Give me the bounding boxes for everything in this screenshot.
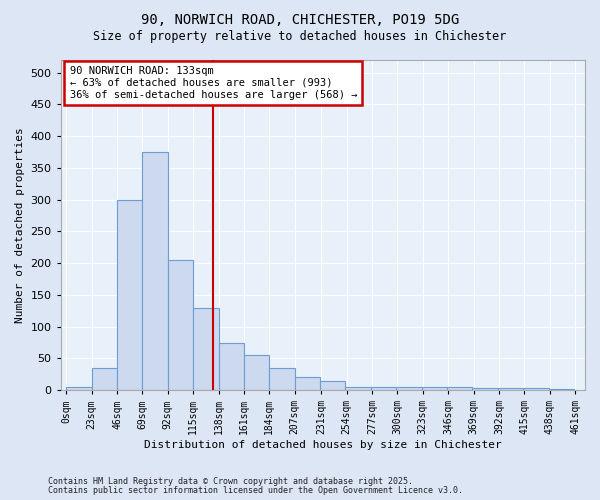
Bar — [295, 378, 320, 390]
Bar — [168, 260, 193, 390]
Bar — [320, 380, 346, 390]
Bar — [447, 387, 472, 390]
Bar — [66, 387, 92, 390]
Bar — [117, 200, 142, 390]
Bar — [422, 387, 447, 390]
Bar — [396, 387, 422, 390]
X-axis label: Distribution of detached houses by size in Chichester: Distribution of detached houses by size … — [144, 440, 502, 450]
Text: 90 NORWICH ROAD: 133sqm
← 63% of detached houses are smaller (993)
36% of semi-d: 90 NORWICH ROAD: 133sqm ← 63% of detache… — [70, 66, 357, 100]
Bar — [244, 355, 269, 390]
Text: Size of property relative to detached houses in Chichester: Size of property relative to detached ho… — [94, 30, 506, 43]
Bar — [346, 387, 371, 390]
Bar — [498, 388, 523, 390]
Text: Contains public sector information licensed under the Open Government Licence v3: Contains public sector information licen… — [48, 486, 463, 495]
Bar — [548, 389, 574, 390]
Bar — [472, 388, 498, 390]
Bar — [371, 387, 396, 390]
Bar — [269, 368, 295, 390]
Text: 90, NORWICH ROAD, CHICHESTER, PO19 5DG: 90, NORWICH ROAD, CHICHESTER, PO19 5DG — [141, 12, 459, 26]
Bar — [523, 388, 548, 390]
Bar — [193, 308, 218, 390]
Bar — [142, 152, 168, 390]
Y-axis label: Number of detached properties: Number of detached properties — [15, 127, 25, 323]
Bar — [218, 342, 244, 390]
Bar — [92, 368, 117, 390]
Text: Contains HM Land Registry data © Crown copyright and database right 2025.: Contains HM Land Registry data © Crown c… — [48, 477, 413, 486]
